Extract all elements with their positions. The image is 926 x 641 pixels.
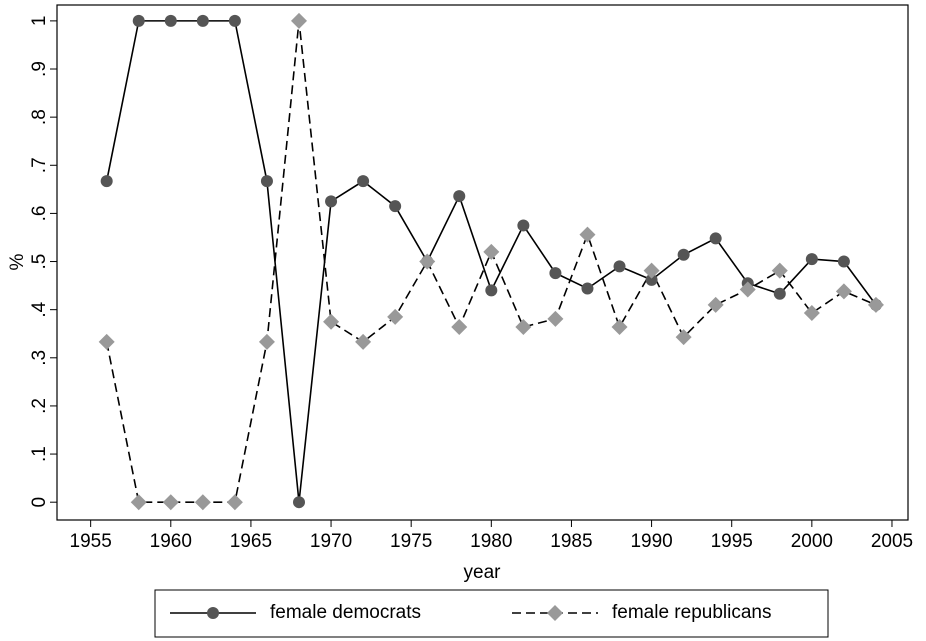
y-tick-label: .6 bbox=[29, 205, 50, 221]
data-point bbox=[162, 494, 179, 511]
data-point bbox=[132, 14, 145, 27]
data-point bbox=[100, 175, 113, 188]
y-tick-label: .7 bbox=[29, 157, 50, 173]
y-tick-label: .4 bbox=[29, 301, 50, 317]
data-point bbox=[739, 281, 756, 298]
data-point bbox=[709, 232, 722, 245]
x-tick-label: 1970 bbox=[310, 531, 352, 552]
data-point bbox=[98, 333, 115, 350]
data-point bbox=[164, 14, 177, 27]
data-point bbox=[226, 494, 243, 511]
data-point bbox=[325, 195, 338, 208]
x-tick-label: 1975 bbox=[390, 531, 432, 552]
y-tick-label: .5 bbox=[29, 254, 50, 270]
y-tick-label: 1 bbox=[29, 16, 50, 27]
data-point bbox=[837, 255, 850, 268]
data-point bbox=[581, 282, 594, 295]
x-tick-label: 1965 bbox=[230, 531, 272, 552]
y-axis-label: % bbox=[7, 253, 28, 270]
data-point bbox=[485, 284, 498, 297]
data-point bbox=[355, 333, 372, 350]
data-point bbox=[803, 305, 820, 322]
data-point bbox=[292, 496, 305, 509]
series-line bbox=[105, 20, 877, 503]
data-point bbox=[805, 253, 818, 266]
data-point bbox=[196, 14, 209, 27]
y-tick-label: .1 bbox=[29, 446, 50, 462]
data-point bbox=[867, 296, 884, 313]
x-tick-label: 1980 bbox=[470, 531, 512, 552]
data-point bbox=[773, 287, 786, 300]
legend-box bbox=[154, 589, 829, 638]
x-tick-label: 1995 bbox=[711, 531, 753, 552]
y-tick-label: 0 bbox=[29, 497, 50, 508]
data-point bbox=[130, 494, 147, 511]
data-point bbox=[707, 296, 724, 313]
data-point bbox=[643, 262, 660, 279]
data-point bbox=[579, 226, 596, 243]
data-point bbox=[835, 283, 852, 300]
data-point bbox=[547, 310, 564, 327]
data-point bbox=[771, 262, 788, 279]
data-point bbox=[483, 243, 500, 260]
y-tick-label: .3 bbox=[29, 350, 50, 366]
data-point bbox=[453, 190, 466, 203]
x-tick-label: 1955 bbox=[70, 531, 112, 552]
legend-label: female republicans bbox=[612, 602, 771, 623]
legend-label: female democrats bbox=[270, 602, 421, 623]
data-point bbox=[515, 318, 532, 335]
x-tick-label: 1990 bbox=[630, 531, 672, 552]
x-axis-label: year bbox=[464, 562, 502, 583]
data-point bbox=[419, 253, 436, 270]
data-point bbox=[228, 14, 241, 27]
x-tick-label: 2005 bbox=[871, 531, 913, 552]
data-point bbox=[549, 267, 562, 280]
y-tick-label: .9 bbox=[29, 61, 50, 77]
data-point bbox=[357, 175, 370, 188]
data-point bbox=[290, 12, 307, 29]
y-tick-label: .2 bbox=[29, 398, 50, 414]
data-point bbox=[194, 494, 211, 511]
data-point bbox=[323, 313, 340, 330]
x-tick-label: 1985 bbox=[550, 531, 592, 552]
data-point bbox=[451, 318, 468, 335]
data-point bbox=[645, 273, 658, 286]
data-point bbox=[611, 318, 628, 335]
data-point bbox=[675, 329, 692, 346]
data-point bbox=[389, 200, 402, 213]
data-point bbox=[260, 175, 273, 188]
data-point bbox=[387, 308, 404, 325]
data-point bbox=[613, 260, 626, 273]
x-tick-label: 1960 bbox=[150, 531, 192, 552]
data-point bbox=[258, 333, 275, 350]
x-tick-label: 2000 bbox=[791, 531, 833, 552]
series-line bbox=[105, 20, 877, 503]
plot-frame bbox=[56, 4, 909, 521]
data-point bbox=[677, 248, 690, 261]
legend-marker bbox=[547, 605, 563, 621]
legend-marker bbox=[207, 607, 219, 619]
y-tick-label: .8 bbox=[29, 109, 50, 125]
data-point bbox=[517, 219, 530, 232]
